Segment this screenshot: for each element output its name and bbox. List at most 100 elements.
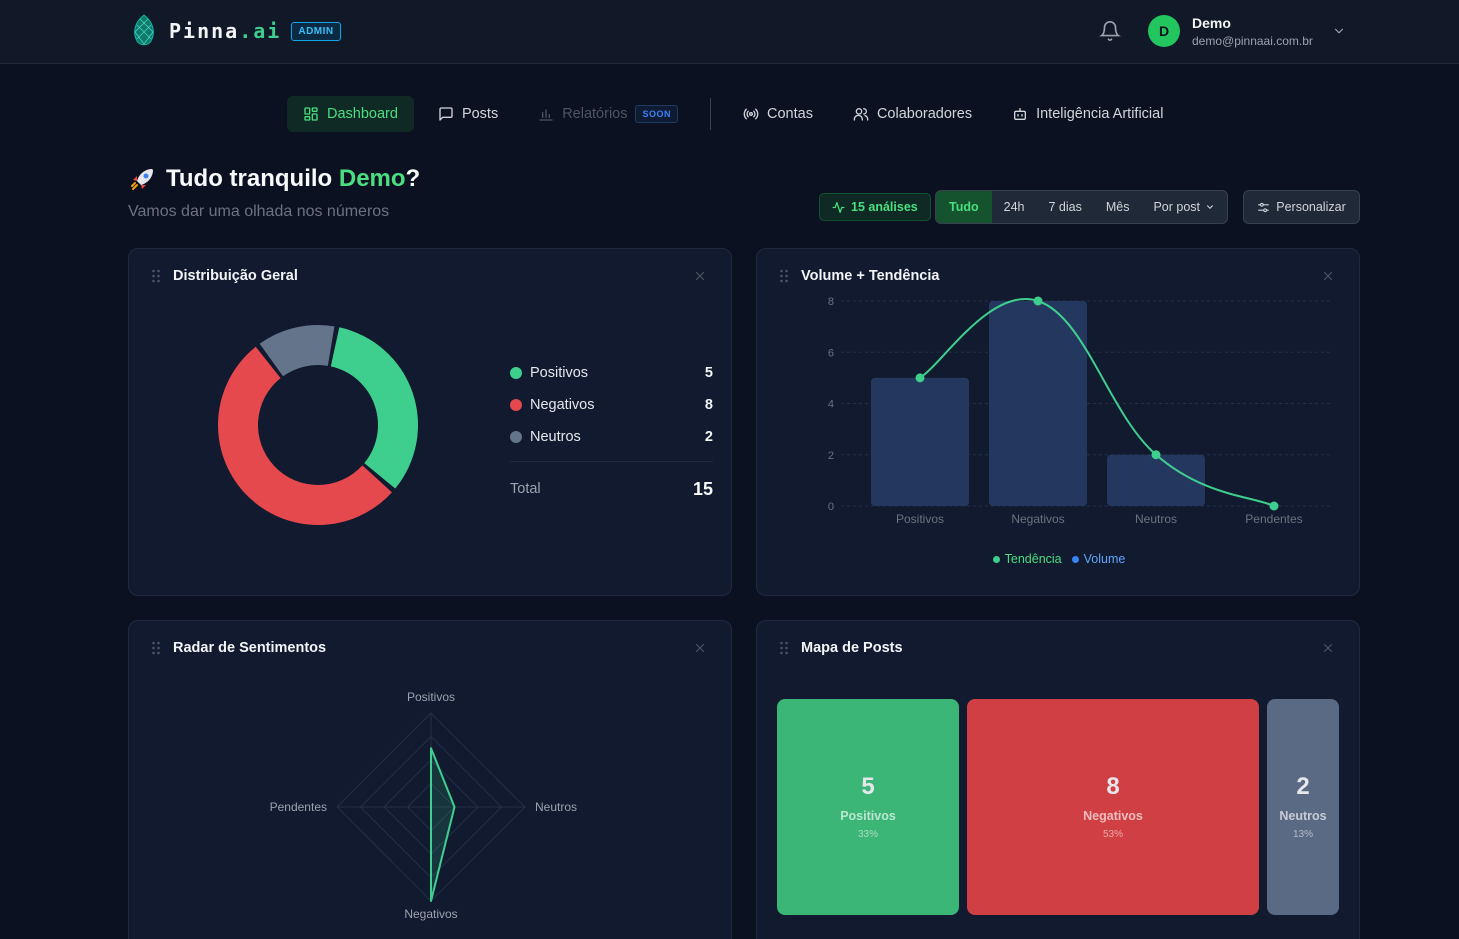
y-tick-label: 2 xyxy=(828,450,834,462)
drag-handle-icon[interactable] xyxy=(779,269,789,283)
trend-point[interactable] xyxy=(1151,450,1161,460)
greeting-prefix: Tudo tranquilo xyxy=(166,165,339,192)
nav-collaborators[interactable]: Colaboradores xyxy=(837,96,988,132)
nav-posts-label: Posts xyxy=(461,106,499,122)
nav-divider xyxy=(710,98,711,130)
tile-percent: 53% xyxy=(1102,829,1123,840)
close-icon[interactable] xyxy=(1321,641,1335,655)
tile-positive[interactable]: 5 Positivos 33% xyxy=(777,699,959,915)
total-label: Total xyxy=(510,481,541,497)
bell-icon[interactable] xyxy=(1099,20,1121,42)
legend-row-negative: Negativos 8 xyxy=(510,389,713,421)
period-month[interactable]: Mês xyxy=(1105,200,1130,214)
tile-label: Positivos xyxy=(840,809,896,823)
volume-bar[interactable] xyxy=(989,301,1087,506)
radar-axis-label: Negativos xyxy=(404,907,457,921)
period-all[interactable]: Tudo xyxy=(936,191,992,223)
greeting-name: Demo xyxy=(338,165,406,192)
nav-posts[interactable]: Posts xyxy=(422,96,514,132)
nav-dashboard-label: Dashboard xyxy=(327,106,398,122)
page-subtitle: Vamos dar uma olhada nos números xyxy=(128,203,390,220)
trend-point[interactable] xyxy=(1269,501,1279,511)
user-name[interactable]: Demo xyxy=(1192,15,1231,31)
nav-ai-label: Inteligência Artificial xyxy=(1036,106,1164,122)
tile-label: Neutros xyxy=(1279,809,1327,823)
greeting-suffix: ? xyxy=(405,165,421,192)
card-title: Distribuição Geral xyxy=(173,268,298,284)
activity-icon xyxy=(832,201,845,213)
radar-axis-label: Neutros xyxy=(535,800,577,814)
period-24h[interactable]: 24h xyxy=(1003,200,1025,214)
legend-value: 8 xyxy=(704,397,713,413)
tile-negative[interactable]: 8 Negativos 53% xyxy=(967,699,1259,915)
drag-handle-icon[interactable] xyxy=(151,269,161,283)
tile-percent: 13% xyxy=(1292,829,1313,840)
user-email: demo@pinnaai.com.br xyxy=(1192,34,1313,48)
users-icon xyxy=(853,108,869,121)
close-icon[interactable] xyxy=(693,641,707,655)
y-tick-label: 4 xyxy=(828,399,834,411)
tile-neutral[interactable]: 2 Neutros 13% xyxy=(1267,699,1339,915)
trend-point[interactable] xyxy=(1033,296,1043,306)
trend-point[interactable] xyxy=(915,373,925,383)
drag-handle-icon[interactable] xyxy=(151,641,161,655)
volume-trend-card: Volume + Tendência 0 2 4 6 8 Positivos Negativ… xyxy=(756,248,1360,596)
nav-dashboard[interactable]: Dashboard xyxy=(287,96,414,132)
legend-dot-trend xyxy=(992,555,1000,563)
bar-chart-icon xyxy=(539,109,553,121)
legend-row-neutral: Neutros 2 xyxy=(510,421,713,453)
legend-label: Negativos xyxy=(530,397,595,413)
legend-label-trend: Tendência xyxy=(1004,552,1062,566)
x-tick-label: Positivos xyxy=(896,512,944,526)
legend-value: 2 xyxy=(704,429,713,445)
x-tick-label: Neutros xyxy=(1135,512,1177,526)
radar-axis-label: Positivos xyxy=(407,690,455,704)
posts-map-card: Mapa de Posts 5 Positivos 33% 8 Negativo… xyxy=(756,620,1360,939)
legend-value: 5 xyxy=(704,365,713,381)
donut-slice-negative[interactable] xyxy=(218,346,392,525)
radar-chart: Positivos Neutros Negativos Pendentes xyxy=(270,690,577,921)
period-by-post-label: Por post xyxy=(1153,200,1201,214)
legend-dot-negative xyxy=(510,399,522,411)
top-bar: Pinna.ai ADMIN D Demo demo@pinnaai.com.b… xyxy=(0,0,1459,64)
nav-accounts[interactable]: Contas xyxy=(727,96,829,132)
soon-badge: SOON xyxy=(635,105,678,123)
drag-handle-icon[interactable] xyxy=(779,641,789,655)
tile-value: 8 xyxy=(1106,773,1120,800)
volume-bar[interactable] xyxy=(1107,454,1205,506)
logo[interactable]: Pinna.ai ADMIN xyxy=(131,14,341,48)
period-filter: Tudo 24h 7 dias Mês Por post xyxy=(935,190,1229,224)
donut-slice-positive[interactable] xyxy=(330,327,418,489)
legend-row-positive: Positivos 5 xyxy=(510,357,713,389)
dashboard-icon xyxy=(304,107,318,121)
period-by-post[interactable]: Por post xyxy=(1141,191,1227,223)
legend-dot-positive xyxy=(510,367,522,379)
chevron-down-icon xyxy=(1207,205,1214,209)
message-square-icon xyxy=(439,107,453,121)
sliders-icon xyxy=(1258,202,1270,212)
legend-label: Neutros xyxy=(530,429,581,445)
card-title: Mapa de Posts xyxy=(801,640,903,656)
close-icon[interactable] xyxy=(693,269,707,283)
customize-button[interactable]: Personalizar xyxy=(1243,190,1360,224)
volume-trend-chart: 0 2 4 6 8 Positivos Negativos Neutros Pendentes xyxy=(828,296,1333,526)
legend-label: Positivos xyxy=(530,365,589,381)
y-tick-label: 6 xyxy=(828,347,834,359)
tile-value: 2 xyxy=(1296,773,1310,800)
nav-ai[interactable]: Inteligência Artificial xyxy=(996,96,1179,132)
avatar[interactable]: D xyxy=(1148,15,1180,47)
nav-collaborators-label: Colaboradores xyxy=(876,106,973,122)
donut-slice-neutral[interactable] xyxy=(259,325,335,377)
donut-chart xyxy=(218,325,418,525)
period-7-days[interactable]: 7 dias xyxy=(1048,200,1082,214)
distribution-legend: Positivos 5 Negativos 8 Neutros 2 Total … xyxy=(510,357,713,506)
legend-divider xyxy=(510,461,713,462)
close-icon[interactable] xyxy=(1321,269,1335,283)
y-tick-label: 8 xyxy=(828,296,834,308)
admin-badge: ADMIN xyxy=(291,21,341,41)
chevron-down-icon[interactable] xyxy=(1332,24,1346,38)
volume-bar[interactable] xyxy=(871,377,969,506)
page-title: Tudo tranquilo Demo? xyxy=(130,165,420,193)
tile-percent: 33% xyxy=(857,829,878,840)
rocket-icon xyxy=(131,169,153,190)
